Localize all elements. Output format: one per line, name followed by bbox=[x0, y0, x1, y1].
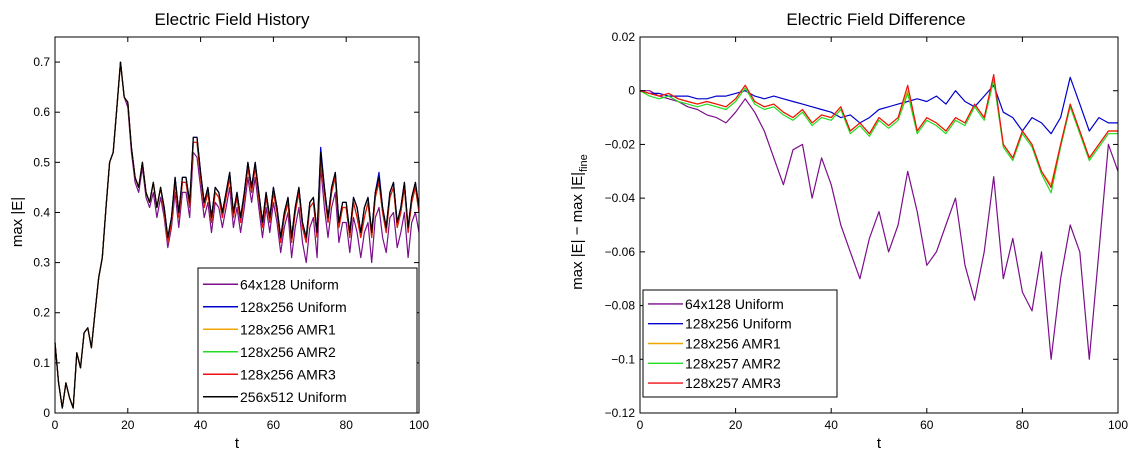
legend-entry: 128x256 AMR1 bbox=[240, 321, 336, 337]
legend-entry: 128x256 Uniform bbox=[240, 299, 347, 315]
series-line-6 bbox=[54, 61, 420, 409]
x-tick-label: 80 bbox=[340, 418, 354, 432]
y-tick-label: 0.1 bbox=[33, 356, 50, 370]
legend-entry: 128x257 AMR2 bbox=[685, 355, 781, 371]
right-ylabel-subscript: fine bbox=[578, 154, 590, 172]
y-tick-label: 0.02 bbox=[612, 30, 636, 44]
chart-1: 0 20 40 60 80 100 0 0.1 0.2 0.3 0.4 0.5 0.6 0.7 64x128… bbox=[33, 36, 429, 432]
right-ylabel: max |E| − max |E|fine bbox=[569, 154, 590, 289]
right-chart-title: Electric Field Difference bbox=[786, 10, 965, 29]
y-tick-label: 0 bbox=[43, 406, 50, 420]
x-tick-label: 40 bbox=[825, 418, 839, 432]
axes-box bbox=[639, 36, 1119, 414]
y-tick-label: −0.1 bbox=[611, 352, 635, 366]
right-xlabel: t bbox=[877, 435, 882, 452]
legend-entry: 64x128 Uniform bbox=[240, 276, 339, 292]
legend-box bbox=[197, 267, 418, 414]
y-tick-label: 0.7 bbox=[33, 55, 50, 69]
y-tick-label: −0.08 bbox=[605, 299, 636, 313]
y-tick-label: 0.2 bbox=[33, 306, 50, 320]
legend: 64x128 Uniform 128x256 Uniform 128x256 AMR… bbox=[642, 289, 838, 398]
legend-entry: 128x256 AMR3 bbox=[240, 366, 336, 382]
series-line-2 bbox=[639, 76, 1118, 135]
right-ylabel-main: max |E| − max |E| bbox=[569, 172, 586, 290]
y-tick-label: 0.3 bbox=[33, 256, 50, 270]
x-tick-label: 20 bbox=[121, 418, 135, 432]
chart-2: 0 20 40 60 80 100 0.02 0 −0.02 −0.04 −0.06 −0.08 −0.… bbox=[605, 30, 1129, 432]
x-tick-label: 60 bbox=[920, 418, 934, 432]
series-line-1 bbox=[640, 90, 1119, 360]
x-tick-label: 20 bbox=[729, 418, 743, 432]
legend-entry: 64x128 Uniform bbox=[685, 296, 784, 312]
left-ylabel: max |E| bbox=[9, 197, 26, 247]
series-line-3 bbox=[639, 76, 1118, 186]
x-tick-label: 0 bbox=[637, 418, 644, 432]
x-tick-label: 40 bbox=[194, 418, 208, 432]
y-tick-label: −0.12 bbox=[605, 406, 636, 420]
left-xlabel: t bbox=[235, 435, 240, 452]
legend-entry: 256x512 Uniform bbox=[240, 389, 347, 405]
series-line-5 bbox=[639, 73, 1118, 188]
legend-entry: 128x256 Uniform bbox=[685, 316, 792, 332]
y-tick-label: −0.04 bbox=[605, 191, 636, 205]
y-tick-label: 0.6 bbox=[33, 105, 50, 119]
legend-entry: 128x256 AMR1 bbox=[685, 336, 781, 352]
legend-entry: 128x257 AMR3 bbox=[685, 375, 781, 391]
y-tick-label: −0.02 bbox=[605, 137, 636, 151]
y-tick-label: −0.06 bbox=[605, 245, 636, 259]
left-chart-title: Electric Field History bbox=[155, 10, 310, 29]
x-tick-label: 80 bbox=[1016, 418, 1030, 432]
y-tick-label: 0 bbox=[628, 84, 635, 98]
y-tick-label: 0.4 bbox=[33, 205, 50, 219]
series-line-4 bbox=[639, 79, 1118, 194]
x-tick-label: 100 bbox=[1108, 418, 1128, 432]
x-tick-label: 100 bbox=[409, 418, 429, 432]
y-tick-label: 0.5 bbox=[33, 155, 50, 169]
x-tick-label: 0 bbox=[52, 418, 59, 432]
legend: 64x128 Uniform 128x256 Uniform 128x256 AMR… bbox=[197, 267, 418, 414]
x-tick-label: 60 bbox=[267, 418, 281, 432]
legend-entry: 128x256 AMR2 bbox=[240, 344, 336, 360]
